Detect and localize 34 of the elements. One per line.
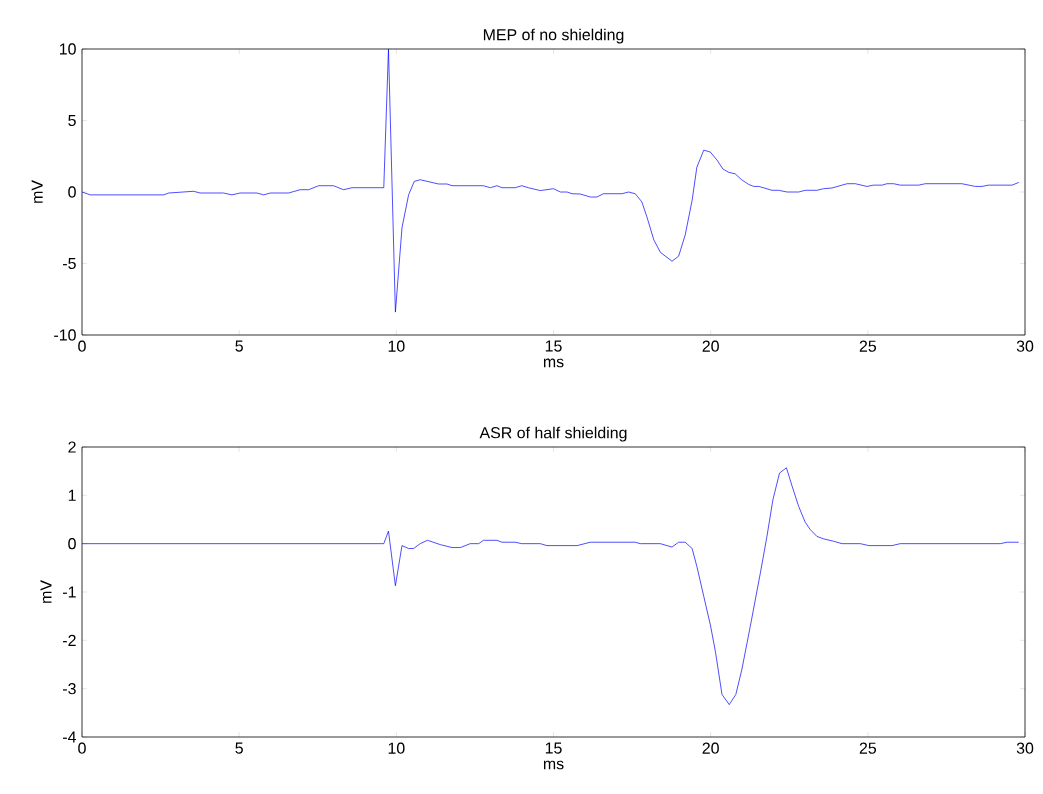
x-tick-label: 20 [702,742,719,754]
y-tick-label: 2 [68,441,76,453]
chart-title: ASR of half shielding [479,426,627,442]
x-tick-label: 10 [388,340,405,352]
y-tick-label: -1 [63,586,76,598]
y-axis-title: mV [31,180,43,203]
x-tick-label: 15 [545,340,562,352]
x-axis-title: ms [543,760,564,770]
y-tick-label: -2 [63,634,76,646]
y-tick-label: 0 [68,538,76,550]
y-tick-label: 10 [59,43,76,55]
y-tick-label: 5 [68,114,76,127]
x-tick-label: 10 [388,742,405,754]
x-tick-label: 30 [1016,340,1034,352]
y-tick-label: 0 [68,186,76,198]
line-series [82,49,1020,313]
x-tick-label: 5 [235,742,243,754]
x-tick-label: 25 [859,340,877,352]
y-tick-label: -3 [63,683,76,695]
y-axis-title: mV [40,580,52,603]
x-tick-label: 0 [78,340,86,352]
x-axis-title: ms [543,358,564,368]
y-tick-label: -5 [63,257,76,270]
x-tick-label: 20 [702,340,719,352]
x-tick-label: 15 [545,742,562,754]
chart-title: MEP of no shielding [483,28,624,44]
y-tick-label: 1 [68,489,76,501]
line-series [82,467,1020,705]
x-tick-label: 25 [859,742,877,754]
y-tick-label: -4 [63,731,77,743]
x-tick-label: 0 [78,742,86,754]
x-tick-label: 5 [235,340,243,352]
x-tick-label: 30 [1016,742,1034,754]
y-tick-label: -10 [54,329,76,341]
